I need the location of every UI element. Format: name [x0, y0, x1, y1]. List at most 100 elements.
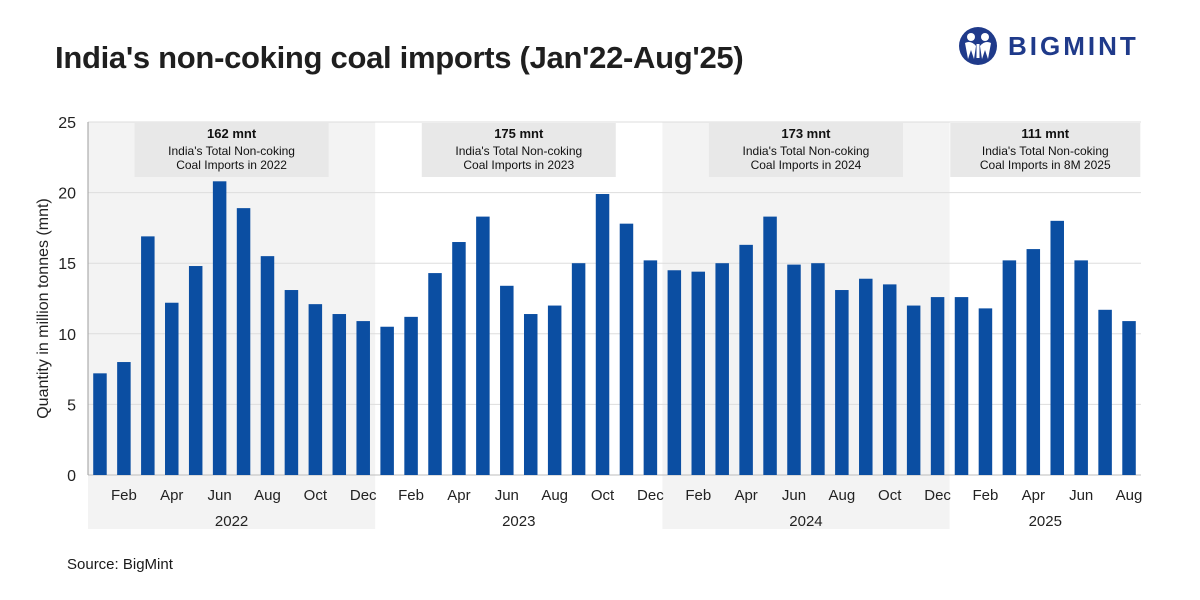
bar-feb-37: [978, 308, 993, 475]
bar-jan-24: [667, 270, 682, 475]
year-total-caption: Coal Imports in 2023: [463, 158, 574, 172]
chart-title: India's non-coking coal imports (Jan'22-…: [55, 40, 744, 75]
y-tick-label: 5: [67, 397, 76, 414]
x-tick-label: Jun: [1069, 487, 1093, 504]
bar-sep-8: [284, 290, 299, 475]
y-tick-label: 20: [58, 186, 76, 203]
x-tick-label: Jun: [495, 487, 519, 504]
brand-logo: BIGMINT: [958, 26, 1139, 66]
bar-may-40: [1050, 220, 1064, 475]
year-total-label: 162 mnt: [207, 126, 257, 141]
bar-aug-7: [260, 256, 275, 475]
x-tick-label: Feb: [111, 487, 137, 504]
x-tick-label: Apr: [1022, 487, 1045, 504]
bar-oct-33: [882, 284, 897, 475]
year-label-2022: 2022: [215, 513, 248, 530]
source-note: Source: BigMint: [67, 556, 173, 573]
bar-dec-35: [930, 297, 945, 475]
y-tick-label: 25: [58, 115, 76, 132]
bar-mar-14: [428, 273, 442, 475]
year-total-box: [708, 123, 903, 177]
year-total-box: [421, 123, 616, 177]
bar-sep-20: [571, 263, 586, 475]
year-total-label: 111 mnt: [1021, 126, 1069, 141]
bar-apr-39: [1026, 249, 1041, 475]
x-tick-label: Jun: [208, 487, 232, 504]
x-tick-label: Oct: [304, 487, 328, 504]
bigmint-logo-icon: [959, 27, 997, 65]
bar-dec-11: [356, 321, 370, 475]
bar-jun-17: [500, 285, 514, 475]
bar-nov-22: [619, 223, 634, 475]
year-total-caption: India's Total Non-coking: [455, 144, 582, 158]
x-tick-label: Feb: [685, 487, 711, 504]
year-label-2024: 2024: [789, 513, 822, 530]
bar-dec-23: [643, 260, 658, 475]
bar-apr-15: [452, 242, 466, 475]
bar-jul-42: [1098, 309, 1112, 475]
y-tick-label: 10: [58, 327, 76, 344]
year-total-caption: Coal Imports in 8M 2025: [980, 158, 1111, 172]
bar-jun-29: [787, 264, 801, 475]
bar-aug-19: [547, 305, 562, 475]
x-tick-label: Aug: [254, 487, 281, 504]
bar-may-16: [476, 216, 490, 475]
x-tick-label: Aug: [829, 487, 856, 504]
bar-apr-27: [739, 244, 753, 475]
year-total-box: [950, 123, 1141, 177]
bar-feb-25: [691, 271, 706, 475]
bar-jun-5: [212, 181, 227, 475]
bar-oct-21: [595, 194, 610, 475]
bar-feb-13: [404, 316, 418, 475]
x-tick-label: Aug: [1116, 487, 1143, 504]
bar-nov-10: [332, 314, 347, 475]
bar-jun-41: [1074, 260, 1088, 475]
year-total-caption: Coal Imports in 2022: [176, 158, 287, 172]
bar-jul-30: [811, 263, 825, 475]
year-band-2022: [88, 122, 376, 529]
year-total-label: 175 mnt: [494, 126, 544, 141]
bar-mar-38: [1002, 260, 1017, 475]
x-tick-label: Oct: [878, 487, 902, 504]
x-tick-label: Jun: [782, 487, 806, 504]
year-total-caption: India's Total Non-coking: [743, 144, 870, 158]
year-total-box: [134, 123, 329, 177]
y-tick-label: 15: [58, 256, 76, 273]
year-total-caption: Coal Imports in 2024: [751, 158, 862, 172]
x-tick-label: Dec: [637, 487, 664, 504]
bar-mar-2: [141, 236, 155, 475]
x-tick-label: Apr: [160, 487, 183, 504]
year-label-2023: 2023: [502, 513, 535, 530]
bar-jan-0: [93, 373, 107, 475]
x-tick-label: Dec: [924, 487, 951, 504]
bar-nov-34: [906, 305, 921, 475]
year-label-2025: 2025: [1029, 513, 1062, 530]
x-tick-label: Dec: [350, 487, 377, 504]
x-tick-label: Feb: [973, 487, 999, 504]
bar-mar-26: [715, 263, 729, 475]
x-tick-label: Aug: [541, 487, 568, 504]
year-total-caption: India's Total Non-coking: [168, 144, 295, 158]
bar-oct-9: [308, 304, 323, 475]
bar-may-4: [188, 266, 203, 475]
y-axis-title: Quantity in million tonnes (mnt): [35, 198, 52, 419]
bar-sep-32: [859, 278, 873, 475]
logo-text: BIGMINT: [1008, 30, 1139, 61]
bar-feb-1: [117, 362, 131, 475]
y-tick-label: 0: [67, 468, 76, 485]
bar-apr-3: [165, 302, 179, 475]
bar-aug-31: [835, 290, 849, 475]
year-band-2024: [662, 122, 950, 529]
bar-aug-43: [1122, 321, 1136, 475]
bar-jul-18: [523, 314, 538, 475]
x-tick-label: Feb: [398, 487, 424, 504]
bar-jan-36: [954, 297, 969, 475]
x-tick-label: Apr: [447, 487, 470, 504]
bar-may-28: [763, 216, 777, 475]
bar-jan-12: [380, 326, 394, 475]
year-total-caption: India's Total Non-coking: [982, 144, 1109, 158]
x-tick-label: Oct: [591, 487, 615, 504]
year-total-label: 173 mnt: [781, 126, 831, 141]
bar-jul-6: [236, 208, 251, 475]
